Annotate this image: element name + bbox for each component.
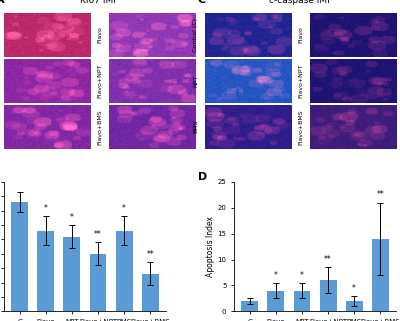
Text: Ki67 IMF: Ki67 IMF [80,0,119,5]
Text: Flavo: Flavo [298,26,303,43]
Bar [268,291,284,311]
Text: **: ** [324,255,332,264]
Text: C: C [197,0,205,5]
Bar [64,237,80,311]
Text: *: * [70,213,74,222]
Bar [142,274,159,311]
Text: *: * [300,271,304,280]
Text: Flavo: Flavo [97,26,102,43]
Bar [241,301,258,311]
Text: **: ** [146,250,154,259]
Bar [320,280,336,311]
Text: Flavo+BMS: Flavo+BMS [298,109,303,144]
Text: **: ** [94,230,102,239]
Text: A: A [0,0,5,5]
Text: Flavo+NPT: Flavo+NPT [298,64,303,98]
Bar [11,202,28,311]
Text: **: ** [376,190,384,199]
Text: *: * [122,204,126,213]
Text: BMS: BMS [193,120,198,134]
Bar [346,301,362,311]
Text: NPT: NPT [193,75,198,87]
Bar [116,231,132,311]
Text: D: D [198,171,208,182]
Bar [90,254,106,311]
Text: c-caspase IMF: c-caspase IMF [269,0,332,5]
Text: *: * [274,271,278,280]
Text: Flavo+BMS: Flavo+BMS [97,109,102,144]
Text: Flavo+NPT: Flavo+NPT [97,64,102,98]
Y-axis label: Apoptosis Index: Apoptosis Index [206,216,214,277]
Bar [372,239,389,311]
Text: *: * [352,283,356,293]
Bar [38,231,54,311]
Text: *: * [44,204,48,213]
Bar [294,291,310,311]
Text: Control (C): Control (C) [193,18,198,52]
